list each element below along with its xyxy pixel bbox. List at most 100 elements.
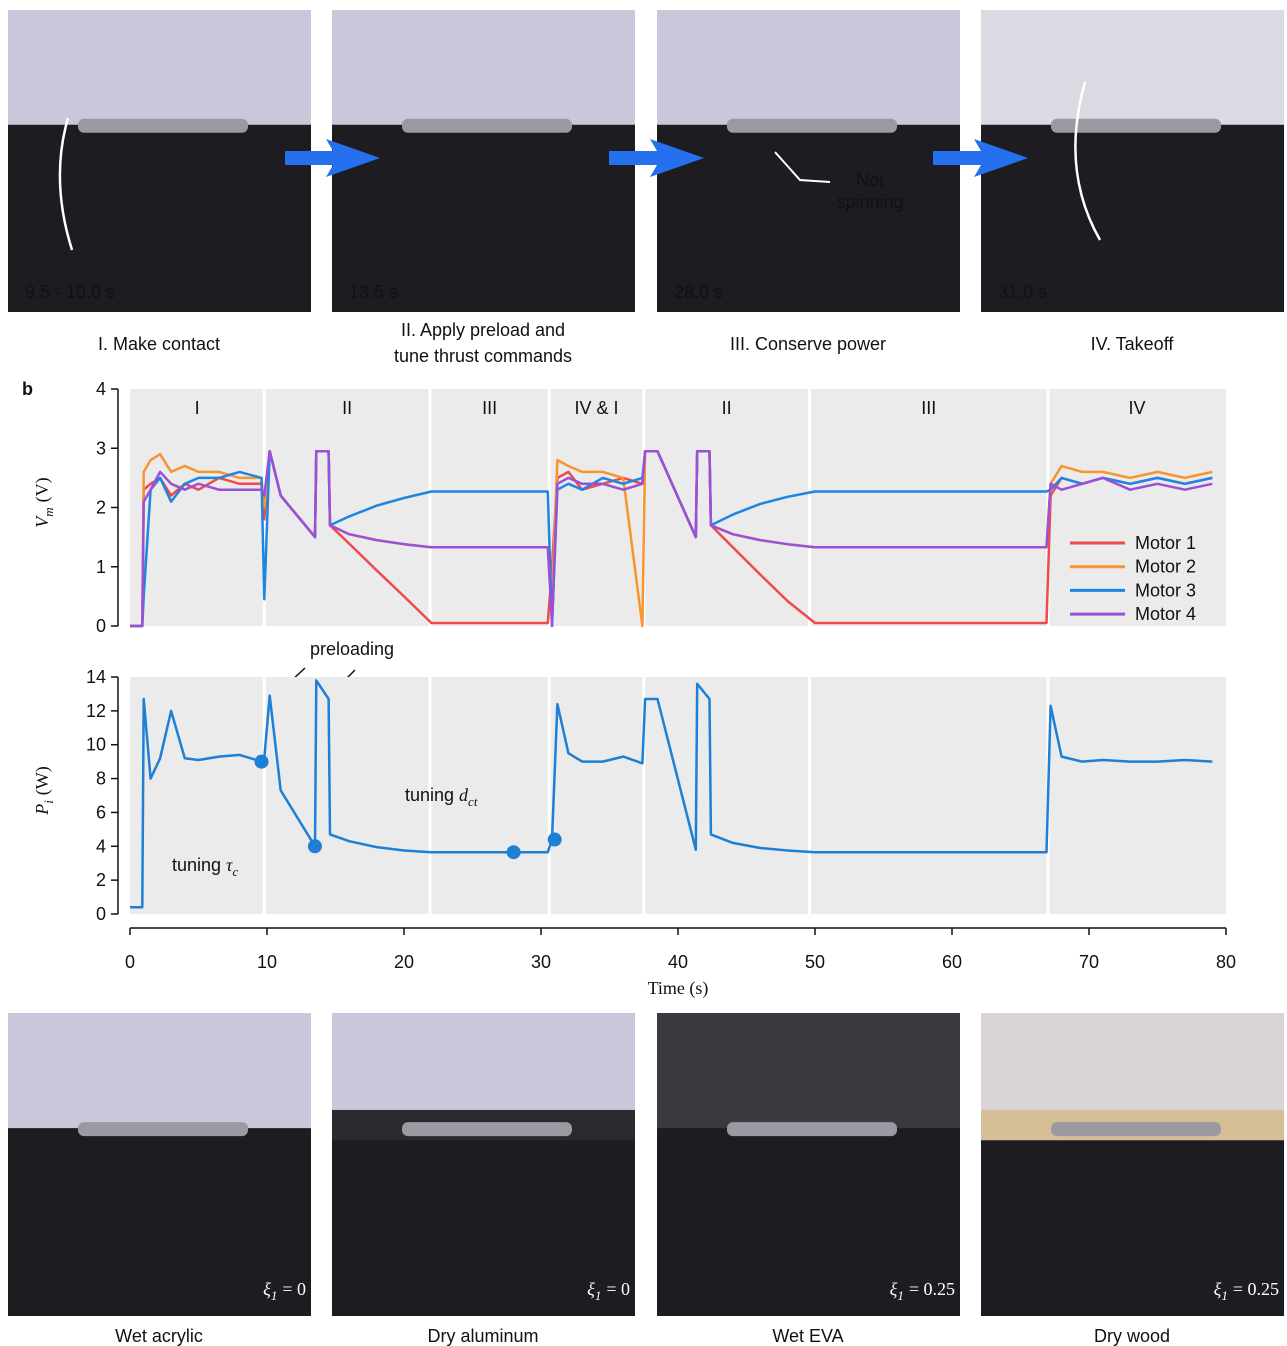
- photo-drone: [402, 118, 572, 133]
- annotation-part: c: [233, 864, 239, 879]
- photo-drone: [1051, 1122, 1221, 1137]
- photo-drone: [78, 1122, 248, 1137]
- annotation-part: τ: [226, 855, 233, 875]
- y-tick-label: 14: [86, 667, 106, 687]
- photo-caption: Dry wood: [1094, 1326, 1170, 1346]
- photo-time: 31.0 s: [998, 282, 1047, 302]
- data-line: [130, 449, 1213, 628]
- phase-label: IV & I: [574, 398, 618, 418]
- photo-ceiling: [8, 10, 311, 125]
- friction-label-part: = 0.25: [1233, 1279, 1279, 1299]
- photo-caption: III. Conserve power: [730, 334, 886, 354]
- y-axis-label-part: P: [32, 804, 52, 816]
- motion-arrow: [58, 117, 74, 251]
- friction-label-part: 1: [595, 1288, 602, 1303]
- phase-label: III: [482, 398, 497, 418]
- photo-caption: Wet acrylic: [115, 1326, 203, 1346]
- y-axis-label-part: V: [32, 515, 52, 528]
- photo-ceiling: [981, 1013, 1284, 1129]
- legend-label: Motor 2: [1135, 557, 1196, 577]
- x-tick-label: 80: [1216, 952, 1236, 972]
- photo-drone: [727, 118, 897, 133]
- data-point: [547, 832, 562, 847]
- photo-time: 28.0 s: [674, 282, 723, 302]
- data-point: [254, 754, 269, 769]
- photo-drone: [727, 1122, 897, 1137]
- friction-label: ξ1 = 0: [587, 1279, 630, 1303]
- photo-caption: Dry aluminum: [427, 1326, 538, 1346]
- arrow: [933, 139, 1028, 177]
- x-tick-label: 70: [1079, 952, 1099, 972]
- photo-caption: II. Apply preload and: [401, 320, 565, 340]
- leader-line: [774, 151, 831, 183]
- x-axis-label: Time (s): [648, 978, 709, 999]
- friction-label-part: 1: [1221, 1288, 1228, 1303]
- x-tick-label: 10: [257, 952, 277, 972]
- friction-label-part: ξ: [890, 1279, 898, 1299]
- friction-label-part: 1: [271, 1288, 278, 1303]
- photo-drone: [402, 1122, 572, 1137]
- plot-background: [130, 389, 1226, 626]
- y-tick-label: 2: [96, 498, 106, 518]
- photo-time: 13.5 s: [349, 282, 398, 302]
- y-tick-label: 8: [96, 769, 106, 789]
- photo-time: 9.5 - 10.0 s: [25, 282, 115, 302]
- y-axis-label-part: (V): [32, 477, 53, 502]
- panel-label: b: [22, 379, 33, 399]
- friction-label-part: 1: [897, 1288, 904, 1303]
- friction-label-part: = 0: [282, 1279, 306, 1299]
- photo-ceiling: [657, 1013, 960, 1129]
- photo-ceiling: [332, 1013, 635, 1129]
- photo-ceiling: [332, 10, 635, 125]
- y-axis-label-part: m: [41, 507, 56, 516]
- legend-label: Motor 4: [1135, 604, 1196, 624]
- motion-arrow: [1074, 81, 1102, 241]
- x-tick-label: 60: [942, 952, 962, 972]
- friction-label-part: ξ: [587, 1279, 595, 1299]
- photo-caption: I. Make contact: [98, 334, 220, 354]
- y-tick-label: 0: [96, 904, 106, 924]
- photo-caption: IV. Takeoff: [1091, 334, 1175, 354]
- friction-label: ξ1 = 0.25: [1214, 1279, 1279, 1303]
- photo-ceiling: [8, 1013, 311, 1129]
- photo-caption: Wet EVA: [772, 1326, 843, 1346]
- friction-label-part: = 0: [606, 1279, 630, 1299]
- y-tick-label: 4: [96, 379, 106, 399]
- photo-ceiling: [657, 10, 960, 125]
- annotation: tuning dct: [405, 785, 478, 809]
- x-tick-label: 40: [668, 952, 688, 972]
- photo-annotation: Not: [856, 170, 884, 190]
- friction-label: ξ1 = 0: [263, 1279, 306, 1303]
- data-point: [506, 845, 521, 860]
- friction-label-part: ξ: [1214, 1279, 1222, 1299]
- friction-label-part: = 0.25: [909, 1279, 955, 1299]
- y-axis-label: Vm (V): [32, 477, 56, 527]
- phase-label: II: [722, 398, 732, 418]
- y-tick-label: 12: [86, 701, 106, 721]
- phase-label: III: [921, 398, 936, 418]
- phase-label: IV: [1128, 398, 1145, 418]
- x-tick-label: 50: [805, 952, 825, 972]
- photo-ceiling: [981, 10, 1284, 125]
- y-tick-label: 1: [96, 557, 106, 577]
- friction-label: ξ1 = 0.25: [890, 1279, 955, 1303]
- data-point: [307, 839, 322, 854]
- annotation-part: ct: [468, 794, 478, 809]
- y-tick-label: 3: [96, 438, 106, 458]
- y-tick-label: 10: [86, 735, 106, 755]
- y-tick-label: 2: [96, 870, 106, 890]
- annotation-part: preloading: [310, 639, 394, 659]
- x-tick-label: 0: [125, 952, 135, 972]
- phase-label: II: [342, 398, 352, 418]
- y-axis-label-part: (W): [32, 766, 53, 795]
- legend-label: Motor 3: [1135, 580, 1196, 600]
- arrow: [609, 139, 704, 177]
- arrow: [285, 139, 380, 177]
- x-tick-label: 20: [394, 952, 414, 972]
- y-axis-label-part: i: [41, 800, 56, 804]
- annotation: preloading: [310, 639, 394, 659]
- photo-drone: [1051, 118, 1221, 133]
- y-tick-label: 6: [96, 802, 106, 822]
- photo-caption: tune thrust commands: [394, 346, 572, 366]
